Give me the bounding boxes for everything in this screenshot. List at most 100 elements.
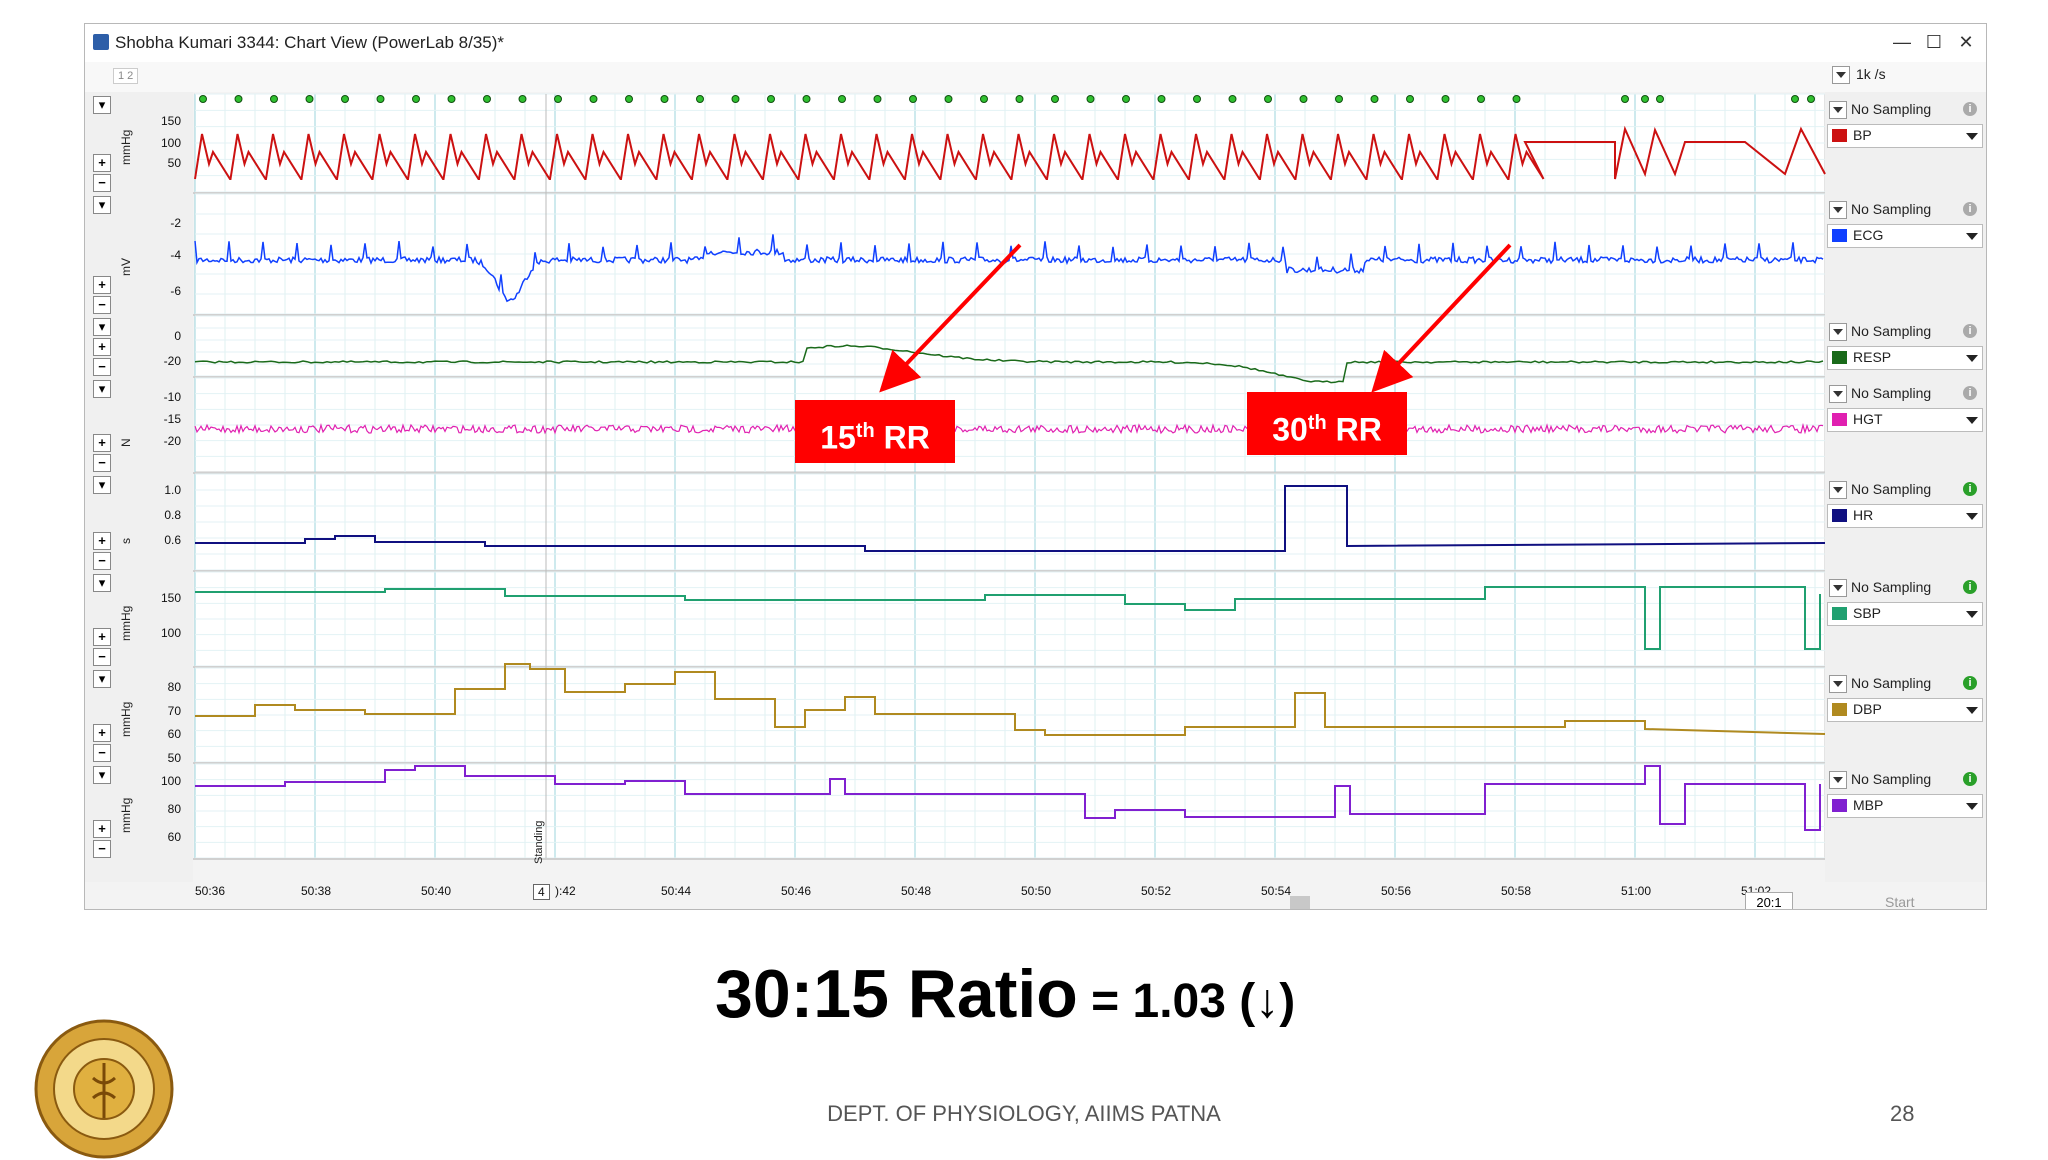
chevron-down-icon[interactable] xyxy=(1829,481,1847,499)
channel-menu-button[interactable]: ▾ xyxy=(93,196,111,214)
axis-zoom-controls[interactable]: + − xyxy=(93,154,111,194)
chevron-down-icon[interactable] xyxy=(1829,101,1847,119)
axis-scale-controls[interactable]: ▾ xyxy=(93,670,111,690)
zoom-out-button[interactable]: − xyxy=(93,358,111,376)
zoom-in-button[interactable]: + xyxy=(93,276,111,294)
close-button[interactable]: ✕ xyxy=(1958,32,1974,52)
info-icon[interactable]: i xyxy=(1963,580,1977,594)
sampling-status[interactable]: No Sampling i xyxy=(1827,382,1983,404)
maximize-button[interactable]: ☐ xyxy=(1925,32,1943,52)
chevron-down-icon[interactable] xyxy=(1966,803,1978,810)
time-cursor-box[interactable]: 4 xyxy=(533,884,550,900)
info-icon[interactable]: i xyxy=(1963,202,1977,216)
beat-marker-dot xyxy=(1299,95,1308,103)
start-button[interactable]: Start xyxy=(1885,894,1915,910)
axis-zoom-controls[interactable]: + − xyxy=(93,434,111,474)
zoom-out-button[interactable]: − xyxy=(93,648,111,666)
zoom-in-button[interactable]: + xyxy=(93,820,111,838)
channel-color-swatch xyxy=(1832,607,1847,620)
chevron-down-icon[interactable] xyxy=(1966,611,1978,618)
axis-zoom-controls[interactable]: + − xyxy=(93,276,111,316)
channel-menu-button[interactable]: ▾ xyxy=(93,380,111,398)
channel-menu-button[interactable]: ▾ xyxy=(93,96,111,114)
channel-select-dbp[interactable]: DBP xyxy=(1827,698,1983,722)
page-selector[interactable]: 1 2 xyxy=(113,68,139,84)
sampling-status[interactable]: No Sampling i xyxy=(1827,576,1983,598)
chevron-down-icon[interactable] xyxy=(1829,323,1847,341)
axis-scale-controls[interactable]: ▾ xyxy=(93,318,111,338)
axis-zoom-controls[interactable]: + − xyxy=(93,820,111,860)
zoom-out-button[interactable]: − xyxy=(93,552,111,570)
channel-select-sbp[interactable]: SBP xyxy=(1827,602,1983,626)
channel-select-hgt[interactable]: HGT xyxy=(1827,408,1983,432)
beat-marker-dot xyxy=(1656,95,1664,103)
sampling-status[interactable]: No Sampling i xyxy=(1827,320,1983,342)
sampling-status[interactable]: No Sampling i xyxy=(1827,198,1983,220)
axis-scale-controls[interactable]: ▾ xyxy=(93,96,111,116)
sampling-status[interactable]: No Sampling i xyxy=(1827,672,1983,694)
info-icon[interactable]: i xyxy=(1963,324,1977,338)
dbp-trace xyxy=(195,663,1826,736)
chevron-down-icon[interactable] xyxy=(1829,771,1847,789)
info-icon[interactable]: i xyxy=(1963,772,1977,786)
chevron-down-icon[interactable] xyxy=(1829,201,1847,219)
zoom-out-button[interactable]: − xyxy=(93,454,111,472)
axis-scale-controls[interactable]: ▾ xyxy=(93,196,111,216)
axis-scale-controls[interactable]: ▾ xyxy=(93,574,111,594)
zoom-in-button[interactable]: + xyxy=(93,338,111,356)
axis-zoom-controls[interactable]: + − xyxy=(93,628,111,668)
zoom-out-button[interactable]: − xyxy=(93,744,111,762)
beat-marker-dot xyxy=(1370,95,1379,103)
chevron-down-icon[interactable] xyxy=(1966,355,1978,362)
scrollbar-thumb[interactable] xyxy=(1290,896,1310,909)
chevron-down-icon[interactable] xyxy=(1829,675,1847,693)
channel-select-hr[interactable]: HR xyxy=(1827,504,1983,528)
axis-zoom-controls[interactable]: + − xyxy=(93,532,111,572)
zoom-out-button[interactable]: − xyxy=(93,174,111,192)
channel-menu-button[interactable]: ▾ xyxy=(93,318,111,336)
sampling-status[interactable]: No Sampling i xyxy=(1827,478,1983,500)
axis-scale-controls[interactable]: ▾ xyxy=(93,476,111,496)
axis-zoom-controls[interactable]: + − xyxy=(93,338,111,378)
channel-select-resp[interactable]: RESP xyxy=(1827,346,1983,370)
zoom-ratio-field[interactable]: 20:1 xyxy=(1745,892,1793,909)
slide-page-number: 28 xyxy=(1890,1101,1915,1126)
chevron-down-icon[interactable] xyxy=(1966,513,1978,520)
horizontal-scrollbar[interactable] xyxy=(195,896,1755,909)
info-icon[interactable]: i xyxy=(1963,102,1977,116)
zoom-in-button[interactable]: + xyxy=(93,434,111,452)
chevron-down-icon[interactable] xyxy=(1966,133,1978,140)
axis-scale-controls[interactable]: ▾ xyxy=(93,380,111,400)
zoom-in-button[interactable]: + xyxy=(93,724,111,742)
info-icon[interactable]: i xyxy=(1963,482,1977,496)
zoom-in-button[interactable]: + xyxy=(93,154,111,172)
channel-select-mbp[interactable]: MBP xyxy=(1827,794,1983,818)
zoom-out-button[interactable]: − xyxy=(93,296,111,314)
channel-name: ECG xyxy=(1853,227,1884,243)
channel-menu-button[interactable]: ▾ xyxy=(93,476,111,494)
channel-menu-button[interactable]: ▾ xyxy=(93,766,111,784)
info-icon[interactable]: i xyxy=(1963,676,1977,690)
axis-scale-controls[interactable]: ▾ xyxy=(93,766,111,786)
info-icon[interactable]: i xyxy=(1963,386,1977,400)
chevron-down-icon[interactable] xyxy=(1832,66,1850,85)
zoom-in-button[interactable]: + xyxy=(93,628,111,646)
minimize-button[interactable]: — xyxy=(1893,32,1911,52)
channel-select-bp[interactable]: BP xyxy=(1827,124,1983,148)
chevron-down-icon[interactable] xyxy=(1966,707,1978,714)
chevron-down-icon[interactable] xyxy=(1829,579,1847,597)
channel-select-ecg[interactable]: ECG xyxy=(1827,224,1983,248)
chevron-down-icon[interactable] xyxy=(1829,385,1847,403)
channel-menu-button[interactable]: ▾ xyxy=(93,670,111,688)
zoom-out-button[interactable]: − xyxy=(93,840,111,858)
sample-rate-control[interactable]: 1k /s xyxy=(1832,66,1886,85)
sampling-status[interactable]: No Sampling i xyxy=(1827,768,1983,790)
axis-zoom-controls[interactable]: + − xyxy=(93,724,111,764)
hgt-trace xyxy=(194,422,1824,435)
channel-separator xyxy=(85,376,1986,378)
channel-menu-button[interactable]: ▾ xyxy=(93,574,111,592)
chevron-down-icon[interactable] xyxy=(1966,417,1978,424)
chevron-down-icon[interactable] xyxy=(1966,233,1978,240)
zoom-in-button[interactable]: + xyxy=(93,532,111,550)
sampling-status[interactable]: No Sampling i xyxy=(1827,98,1983,120)
